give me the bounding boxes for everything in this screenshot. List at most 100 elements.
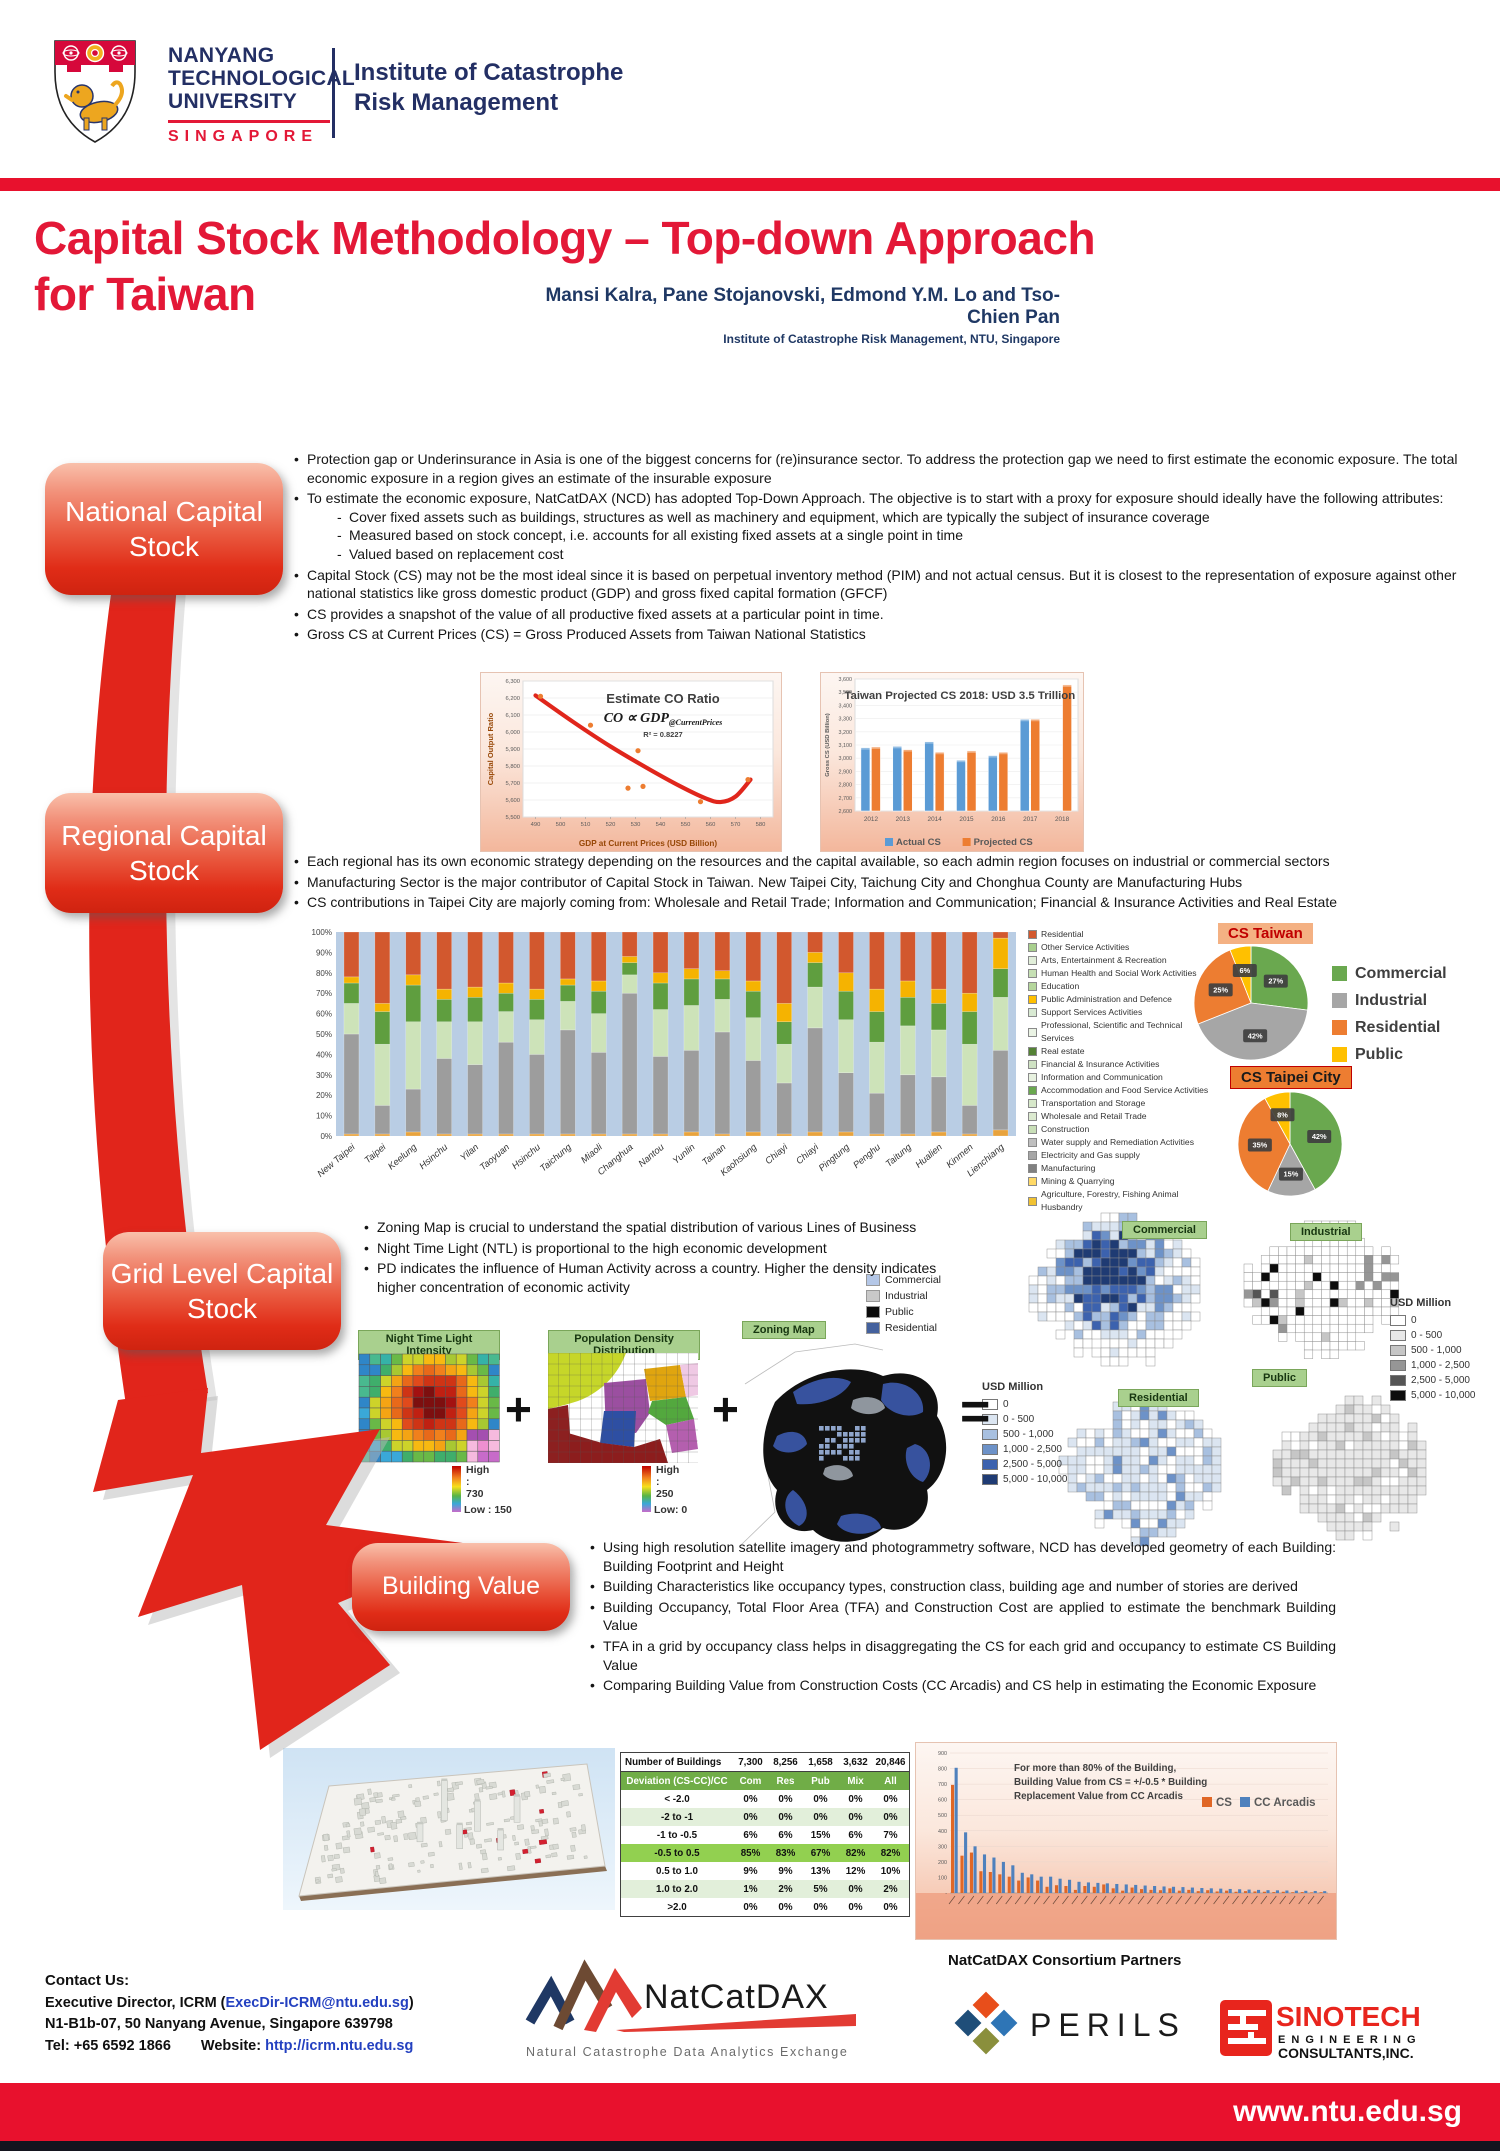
svg-text:600: 600 xyxy=(938,1798,947,1804)
svg-text:100: 100 xyxy=(938,1875,947,1881)
usd-legend-item: 500 - 1,000 xyxy=(1390,1343,1476,1358)
table-row: 1.0 to 2.0 1% 2% 5% 0% 2% xyxy=(621,1880,909,1898)
lion-emblem xyxy=(64,80,124,131)
regional-stacked-chart: 0% 10% 20% 30% 40% 50% 60% 70% 80% 90% 100% New Tai… xyxy=(282,922,1022,1194)
svg-text:5,700: 5,700 xyxy=(505,781,520,787)
svg-text:CS: CS xyxy=(1216,1797,1232,1809)
cs-taipei-badge: CS Taipei City xyxy=(1230,1066,1352,1089)
national-bullets: Protection gap or Underinsurance in Asia… xyxy=(292,450,1487,646)
sector-legend-item: Arts, Entertainment & Recreation xyxy=(1028,954,1213,967)
building-value-chart: - 100 200 300 400 500 600 700 800 900 For more tha… xyxy=(915,1742,1337,1940)
cs-taiwan-pie: 27% 42% 25% 6% xyxy=(1192,944,1310,1067)
usd-legend-item: 0 xyxy=(982,1397,1068,1412)
legend-swatch xyxy=(1028,982,1037,991)
section-pill-grid-label: Grid Level Capital Stock xyxy=(110,1258,334,1324)
svg-text:3,100: 3,100 xyxy=(839,743,853,749)
legend-swatch xyxy=(1332,1047,1347,1062)
sector-legend-item: Manufacturing xyxy=(1028,1162,1213,1175)
bullet-item: Using high resolution satellite imagery … xyxy=(588,1538,1336,1575)
svg-text:GDP at Current Prices (USD Bil: GDP at Current Prices (USD Billion) xyxy=(579,839,717,848)
svg-text:560: 560 xyxy=(706,822,716,828)
sector-legend-item: Water supply and Remediation Activities xyxy=(1028,1136,1213,1149)
bullet-item: CS contributions in Taipei City are majo… xyxy=(292,893,1492,912)
university-name-line2: TECHNOLOGICAL xyxy=(168,67,356,91)
usd-legend-item: 500 - 1,000 xyxy=(982,1427,1068,1442)
svg-text:50%: 50% xyxy=(316,1030,332,1039)
contact-website-link[interactable]: http://icrm.ntu.edu.sg xyxy=(265,2038,414,2054)
svg-text:5,900: 5,900 xyxy=(505,747,520,753)
institute-name: Institute of Catastrophe Risk Management xyxy=(354,58,623,118)
grid-bullets: Zoning Map is crucial to understand the … xyxy=(362,1218,954,1298)
institute-line2: Risk Management xyxy=(354,89,559,116)
usd-legend-item: 5,000 - 10,000 xyxy=(1390,1388,1476,1403)
city-3d-render xyxy=(283,1748,615,1915)
site-url-link[interactable]: www.ntu.edu.sg xyxy=(1233,2095,1462,2128)
sector-legend-item: Real estate xyxy=(1028,1045,1213,1058)
svg-text:-: - xyxy=(945,1891,947,1897)
contact-line1: Executive Director, ICRM (ExecDir-ICRM@n… xyxy=(45,1993,414,2015)
legend-swatch xyxy=(1028,1177,1037,1186)
deviation-table: Number of Buildings 7,300 8,256 1,658 3,632 2… xyxy=(620,1752,910,1917)
bullet-item: Building Characteristics like occupancy … xyxy=(588,1577,1336,1596)
svg-text:40%: 40% xyxy=(316,1050,332,1059)
svg-text:6,000: 6,000 xyxy=(505,730,520,736)
sector-legend-item: Accommodation and Food Service Activitie… xyxy=(1028,1084,1213,1097)
public-map-title: Public xyxy=(1252,1368,1308,1387)
legend-swatch xyxy=(1028,930,1037,939)
section-pill-national: National Capital Stock xyxy=(45,463,283,595)
section-pill-building: Building Value xyxy=(352,1543,570,1631)
svg-text:27%: 27% xyxy=(1268,977,1283,986)
cs-taiwan-badge: CS Taiwan xyxy=(1218,923,1313,944)
legend-swatch xyxy=(1028,1112,1037,1121)
commercial-map-title: Commercial xyxy=(1122,1220,1207,1239)
svg-text:Chiayi: Chiayi xyxy=(794,1141,821,1166)
svg-text:2013: 2013 xyxy=(896,816,911,823)
bullet-item: Building Occupancy, Total Floor Area (TF… xyxy=(588,1598,1336,1635)
legend-swatch xyxy=(1028,1008,1037,1017)
svg-text:510: 510 xyxy=(581,822,591,828)
bullet-item: Zoning Map is crucial to understand the … xyxy=(362,1218,954,1237)
ntl-heatmap xyxy=(358,1353,500,1468)
svg-text:400: 400 xyxy=(938,1829,947,1835)
institute-line1: Institute of Catastrophe xyxy=(354,59,624,86)
svg-text:Gross CS (USD Billion): Gross CS (USD Billion) xyxy=(825,713,831,777)
svg-text:Nantou: Nantou xyxy=(636,1142,665,1169)
flow-arrow xyxy=(89,535,488,1758)
industrial-map-title: Industrial xyxy=(1290,1222,1362,1241)
svg-text:30%: 30% xyxy=(316,1071,332,1080)
table-row: -1 to -0.5 6% 6% 15% 6% 7% xyxy=(656,1829,898,1841)
title-line2: for Taiwan xyxy=(34,268,256,321)
svg-text:Chiayi: Chiayi xyxy=(763,1141,790,1166)
building-bullets: Using high resolution satellite imagery … xyxy=(588,1538,1336,1697)
svg-text:42%: 42% xyxy=(1248,1031,1263,1040)
contact-email-link[interactable]: ExecDir-ICRM@ntu.edu.sg xyxy=(225,1994,409,2011)
svg-text:2015: 2015 xyxy=(959,816,974,823)
svg-text:70%: 70% xyxy=(316,989,332,998)
svg-text:Estimate CO Ratio: Estimate CO Ratio xyxy=(606,691,719,706)
usd-legend-blue: USD Million 0 0 - 500 500 - 1,000 1,000 - 2,… xyxy=(982,1380,1068,1487)
plus-operator-2: + xyxy=(712,1383,739,1435)
svg-text:3,000: 3,000 xyxy=(839,756,853,762)
sector-legend-item: Professional, Scientific and Technical S… xyxy=(1028,1019,1213,1045)
ntl-low-label: Low : 150 xyxy=(464,1504,512,1516)
svg-text:3,400: 3,400 xyxy=(839,703,853,709)
svg-text:540: 540 xyxy=(656,822,666,828)
svg-text:Capital Output Ratio: Capital Output Ratio xyxy=(486,712,495,785)
poster-title: Capital Stock Methodology – Top-down App… xyxy=(34,210,1134,322)
svg-text:300: 300 xyxy=(938,1844,947,1850)
header-divider xyxy=(332,48,335,138)
sector-legend-item: Electricity and Gas supply xyxy=(1028,1149,1213,1162)
usd-legend-item: 5,000 - 10,000 xyxy=(982,1472,1068,1487)
svg-text:200: 200 xyxy=(938,1860,947,1866)
usd-legend-item: 1,000 - 2,500 xyxy=(1390,1358,1476,1373)
pd-low-label: Low: 0 xyxy=(654,1504,688,1516)
public-grid-map xyxy=(1272,1395,1427,1546)
affiliation: Institute of Catastrophe Risk Management… xyxy=(723,332,1060,346)
svg-text:570: 570 xyxy=(731,822,741,828)
sinotech-logo: SINOTECH E N G I N E E R I N G CONSULTAN… xyxy=(1220,2000,1421,2061)
section-pill-building-label: Building Value xyxy=(382,1572,540,1601)
university-name-line1: NANYANG xyxy=(168,44,275,67)
svg-text:Building Value from CS = +/-0.: Building Value from CS = +/-0.5 * Buildi… xyxy=(1014,1777,1207,1788)
bullet-item: Night Time Light (NTL) is proportional t… xyxy=(362,1239,954,1258)
